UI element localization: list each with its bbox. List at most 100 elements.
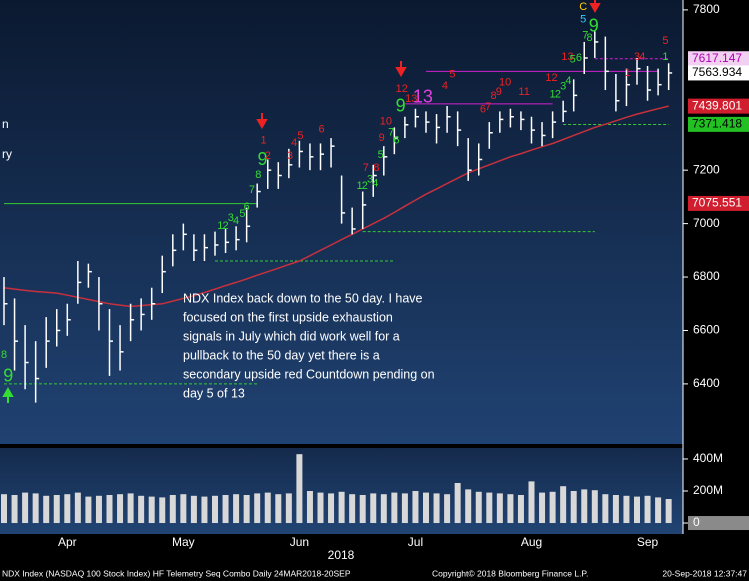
x-tick-label: Jun <box>290 535 309 549</box>
td-count: 7 <box>388 127 394 139</box>
td-count: 6 <box>244 201 250 213</box>
volume-bar <box>591 490 598 524</box>
volume-bar <box>634 496 640 524</box>
note-line: pullback to the 50 day yet there is a <box>183 348 380 362</box>
volume-bar <box>22 492 29 524</box>
td-count: 10 <box>499 77 511 89</box>
volume-bar <box>539 492 546 524</box>
volume-bar <box>423 492 429 524</box>
volume-tag <box>688 516 749 531</box>
price-tag-label: 7563.934 <box>692 65 742 79</box>
td-count: 3 <box>228 212 234 224</box>
volume-bar <box>401 493 408 524</box>
volume-bar <box>85 496 92 524</box>
volume-bar <box>655 497 662 524</box>
td-count: 13 <box>561 51 573 63</box>
td-count: C <box>579 1 587 13</box>
price-tag-label: 7371.418 <box>692 117 742 131</box>
td-count: 4 <box>372 178 378 190</box>
td-count: 5 <box>449 69 455 81</box>
td-count: 1 <box>260 135 266 147</box>
volume-bar <box>486 492 493 524</box>
td-count: 6 <box>576 52 582 64</box>
td-count: 8 <box>586 32 592 44</box>
td-count: 12 <box>396 83 408 95</box>
volume-bar <box>602 494 609 524</box>
price-tag <box>688 116 749 132</box>
td-count: 6 <box>318 124 324 136</box>
volume-bar <box>53 495 60 524</box>
td-count: 1 <box>356 180 362 192</box>
volume-bar <box>296 454 303 524</box>
volume-bar <box>412 491 419 524</box>
td-count: 2 <box>222 220 228 232</box>
volume-bar <box>201 496 208 524</box>
volume-bar <box>64 494 71 524</box>
td-count: 4 <box>639 51 645 63</box>
note-line: signals in July which did work well for … <box>183 329 400 343</box>
volume-bar <box>190 495 197 524</box>
sell-arrow <box>256 113 268 130</box>
legend-fragment: n <box>2 117 9 131</box>
volume-bar <box>233 494 240 524</box>
td-count: 8 <box>255 169 261 181</box>
td-count: 1 <box>624 67 630 79</box>
td-count: 4 <box>233 215 239 227</box>
volume-bar <box>380 494 387 524</box>
td-count: 1 <box>662 51 668 63</box>
volume-bar <box>285 493 292 524</box>
volume-bar <box>644 495 651 524</box>
td-count: 5 <box>239 208 245 220</box>
td-count: 4 <box>442 80 448 92</box>
td-count: 5 <box>378 149 384 161</box>
footer-left: NDX Index (NASDAQ 100 Stock Index) HF Te… <box>2 568 351 578</box>
price-tag <box>688 98 749 114</box>
td-count: 12 <box>545 72 557 84</box>
volume-tick-label: 200M <box>693 483 723 497</box>
footer-right: 20-Sep-2018 12:37:47 <box>662 568 747 578</box>
volume-bar <box>11 495 18 524</box>
volume-bar <box>212 495 218 524</box>
td-count: 13 <box>413 87 433 107</box>
td-count: 9 <box>3 366 13 386</box>
td-count: 8 <box>1 349 7 361</box>
volume-tick-label: 0 <box>693 515 700 529</box>
td-count: 2 <box>265 150 271 162</box>
y-tick-label: 6400 <box>693 376 720 390</box>
year-label: 2018 <box>328 548 355 562</box>
volume-bar <box>159 497 166 524</box>
td-count: 3 <box>287 150 293 162</box>
sell-arrow <box>589 0 601 14</box>
volume-bar <box>454 482 461 524</box>
y-tick-label: 7800 <box>693 2 720 16</box>
volume-bar <box>169 495 176 524</box>
td-count: 1 <box>217 220 223 232</box>
td-count: 5 <box>662 35 668 47</box>
td-count: 4 <box>291 137 297 149</box>
price-tag <box>688 195 749 211</box>
price-tag <box>688 51 749 67</box>
volume-bar <box>264 492 271 524</box>
volume-bar <box>528 481 535 524</box>
td-count: 6 <box>393 135 399 147</box>
td-count: 2 <box>362 180 368 192</box>
buy-arrow <box>2 386 14 403</box>
note-line: focused on the first upside exhaustion <box>183 310 393 324</box>
td-count: 8 <box>490 90 496 102</box>
volume-bar <box>74 492 81 524</box>
x-tick-label: Sep <box>637 535 659 549</box>
price-tag-label: 7617.147 <box>692 51 742 65</box>
td-count: 7 <box>582 30 588 42</box>
td-count: 4 <box>565 75 571 87</box>
td-count: 9 <box>396 96 406 116</box>
volume-bar <box>275 494 282 524</box>
volume-bar <box>43 495 50 524</box>
td-count: 5 <box>580 14 586 26</box>
td-count: 2 <box>555 89 561 101</box>
note-line: secondary upside red Countdown pending o… <box>183 367 435 381</box>
footer-center: Copyright© 2018 Bloomberg Finance L.P. <box>432 568 588 578</box>
volume-bar <box>359 495 366 524</box>
moving-average <box>3 105 669 308</box>
td-count: 3 <box>367 174 373 186</box>
volume-bar <box>222 495 229 524</box>
